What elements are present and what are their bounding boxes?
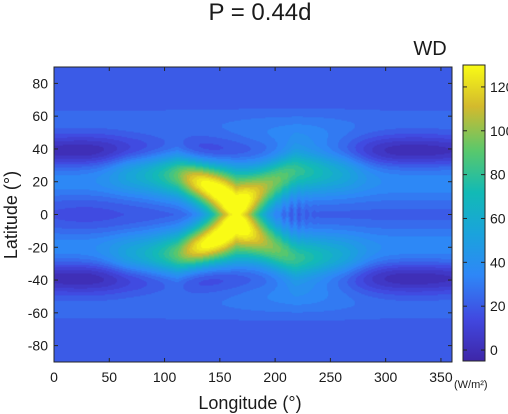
x-axis-label: Longitude (°) [198,393,301,413]
colorbar-ticks: 120 100 80 60 40 20 0 [463,79,508,358]
colorbar-unit: (W/m²) [454,379,488,391]
y-tick-label: -60 [28,305,48,321]
colorbar-tick-label: 20 [490,298,506,314]
y-tick-label: 40 [32,141,48,157]
colorbar-gradient [462,64,486,362]
y-axis-label: Latitude (°) [1,171,21,259]
y-tick-label: -40 [28,272,48,288]
colorbar-tick-label: 60 [490,210,506,226]
colorbar-tick-label: 80 [490,167,506,183]
x-tick-label: 50 [101,369,117,385]
colorbar: 120 100 80 60 40 20 0 WD (W/m²) [413,38,508,391]
y-tick-label: -20 [28,239,48,255]
x-tick-label: 200 [263,369,287,385]
x-tick-label: 100 [153,369,177,385]
x-tick-label: 150 [208,369,232,385]
heatmap-plot-area [53,66,453,363]
x-tick-label: 250 [319,369,343,385]
y-tick-label: 20 [32,174,48,190]
y-tick-label: 0 [40,207,48,223]
x-tick-label: 350 [429,369,453,385]
colorbar-title: WD [413,38,446,60]
heatmap-image [54,67,452,362]
colorbar-tick-label: 0 [490,342,498,358]
colorbar-tick-label: 100 [490,123,508,139]
y-axis-ticks: 80 60 40 20 0 -20 -40 -60 -80 [28,75,452,354]
x-tick-label: 0 [50,369,58,385]
x-tick-label: 300 [374,369,398,385]
y-tick-label: -80 [28,338,48,354]
x-axis-ticks: 0 50 100 150 200 250 300 350 [50,67,453,385]
colorbar-tick-label: 40 [490,254,506,270]
chart-title: P = 0.44d [209,0,312,26]
y-tick-label: 60 [32,108,48,124]
y-tick-label: 80 [32,75,48,91]
colorbar-tick-label: 120 [490,79,508,95]
